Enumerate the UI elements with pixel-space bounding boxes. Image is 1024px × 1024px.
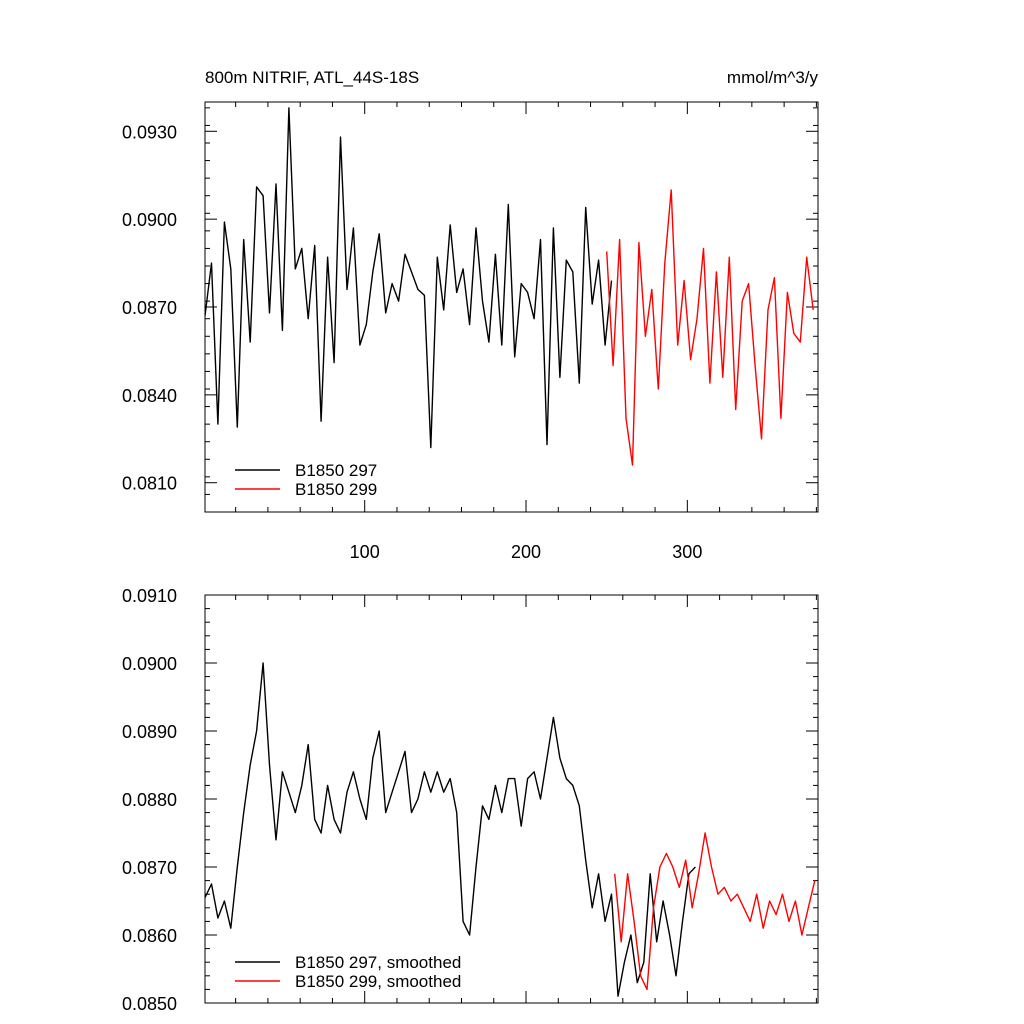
y-tick-label: 0.0860 bbox=[122, 926, 177, 946]
legend-label: B1850 299 bbox=[295, 480, 377, 499]
x-tick-label: 300 bbox=[672, 542, 702, 562]
y-tick-label: 0.0900 bbox=[122, 210, 177, 230]
legend-label: B1850 299, smoothed bbox=[295, 972, 461, 991]
legend-label: B1850 297, smoothed bbox=[295, 953, 461, 972]
x-tick-label: 100 bbox=[350, 542, 380, 562]
series-line-297 bbox=[205, 107, 613, 449]
top-panel: 0.0810 0.0840 0.0870 0.0900 0.0930 100 200 300 B… bbox=[122, 101, 819, 562]
x-tick-label: 200 bbox=[511, 542, 541, 562]
legend-label: B1850 297 bbox=[295, 461, 377, 480]
y-tick-label: 0.0810 bbox=[122, 474, 177, 494]
y-tick-label: 0.0850 bbox=[122, 994, 177, 1014]
y-tick-label: 0.0840 bbox=[122, 386, 177, 406]
y-tick-label: 0.0870 bbox=[122, 298, 177, 318]
series-line-299 bbox=[614, 832, 816, 991]
y-tick-label: 0.0910 bbox=[122, 586, 177, 606]
y-tick-label: 0.0890 bbox=[122, 722, 177, 742]
y-tick-label: 0.0870 bbox=[122, 858, 177, 878]
plot-frame bbox=[204, 594, 819, 1004]
bottom-panel: 0.0850 0.0860 0.0870 0.0880 0.0890 0.0900 0.09… bbox=[122, 586, 819, 1014]
y-tick-label: 0.0930 bbox=[122, 122, 177, 142]
chart-title: 800m NITRIF, ATL_44S-18S bbox=[205, 68, 419, 87]
series-line-297 bbox=[205, 662, 696, 997]
y-tick-label: 0.0900 bbox=[122, 654, 177, 674]
units-label: mmol/m^3/y bbox=[727, 68, 819, 87]
y-tick-label: 0.0880 bbox=[122, 790, 177, 810]
series-line-299 bbox=[606, 189, 814, 466]
